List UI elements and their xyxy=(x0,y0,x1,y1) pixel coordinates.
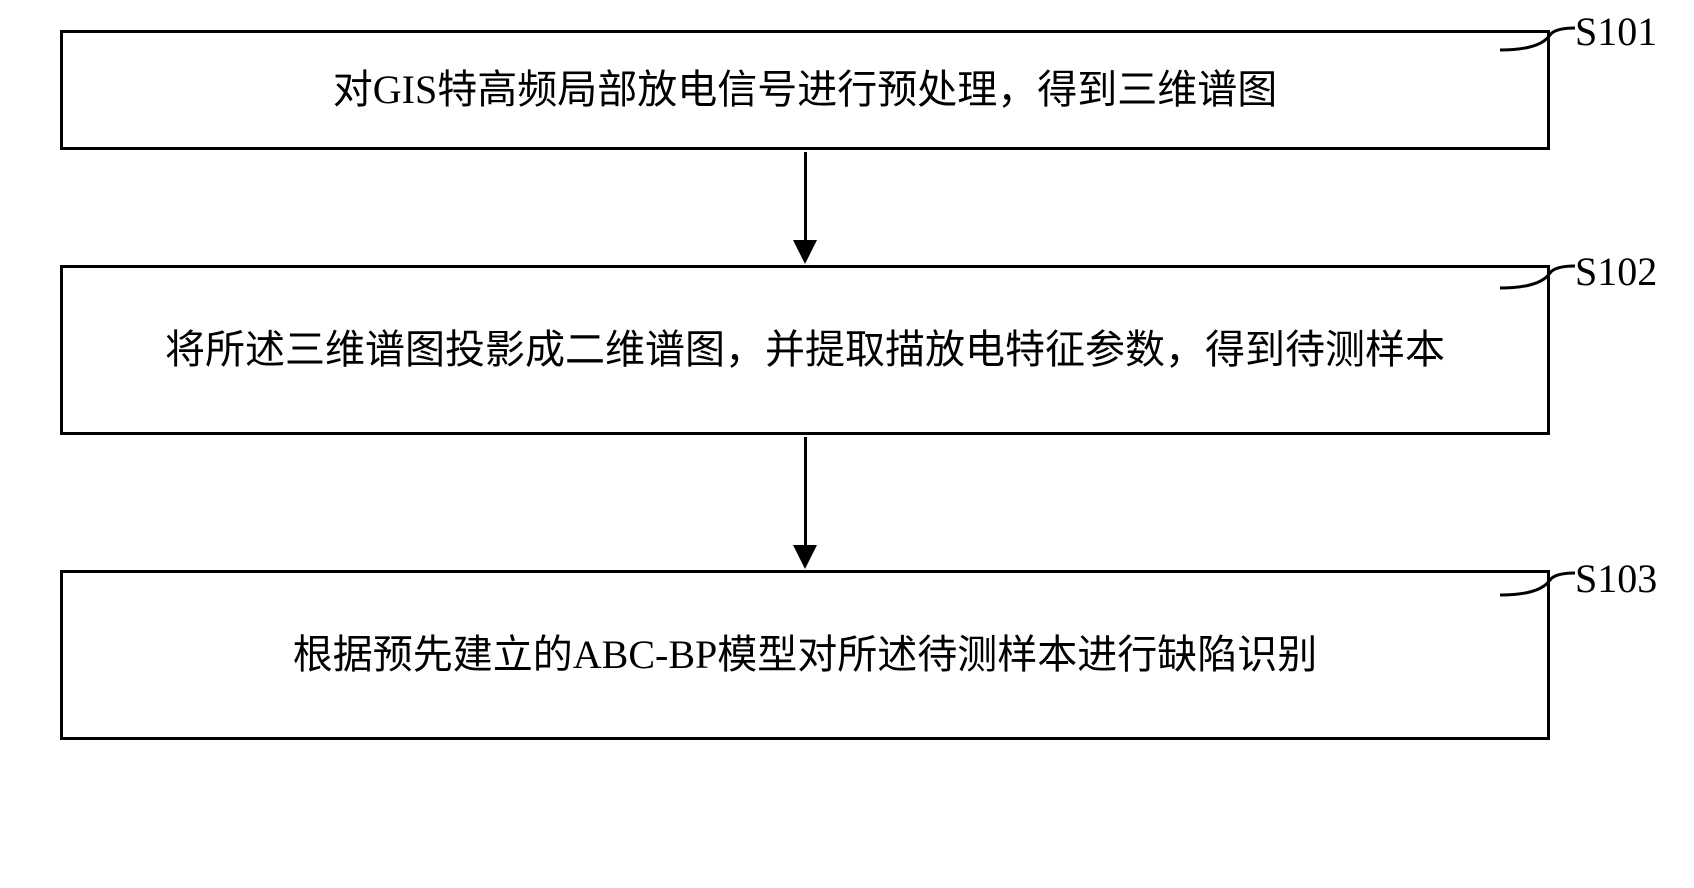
step-label-s102: S102 xyxy=(1575,248,1657,295)
step-text-1: 对GIS特高频局部放电信号进行预处理，得到三维谱图 xyxy=(333,60,1277,120)
leader-line-s102 xyxy=(1500,263,1580,303)
leader-line-s103 xyxy=(1500,570,1580,610)
arrow-1 xyxy=(60,150,1550,265)
flowchart-container: 对GIS特高频局部放电信号进行预处理，得到三维谱图 将所述三维谱图投影成二维谱图… xyxy=(60,30,1640,740)
step-box-2: 将所述三维谱图投影成二维谱图，并提取描放电特征参数，得到待测样本 xyxy=(60,265,1550,435)
step-box-1: 对GIS特高频局部放电信号进行预处理，得到三维谱图 xyxy=(60,30,1550,150)
step-text-2: 将所述三维谱图投影成二维谱图，并提取描放电特征参数，得到待测样本 xyxy=(165,320,1445,380)
step-text-3: 根据预先建立的ABC-BP模型对所述待测样本进行缺陷识别 xyxy=(293,625,1318,685)
step-box-3: 根据预先建立的ABC-BP模型对所述待测样本进行缺陷识别 xyxy=(60,570,1550,740)
step-label-s103: S103 xyxy=(1575,555,1657,602)
leader-line-s101 xyxy=(1500,25,1580,65)
step-label-s101: S101 xyxy=(1575,8,1657,55)
arrow-2 xyxy=(60,435,1550,570)
